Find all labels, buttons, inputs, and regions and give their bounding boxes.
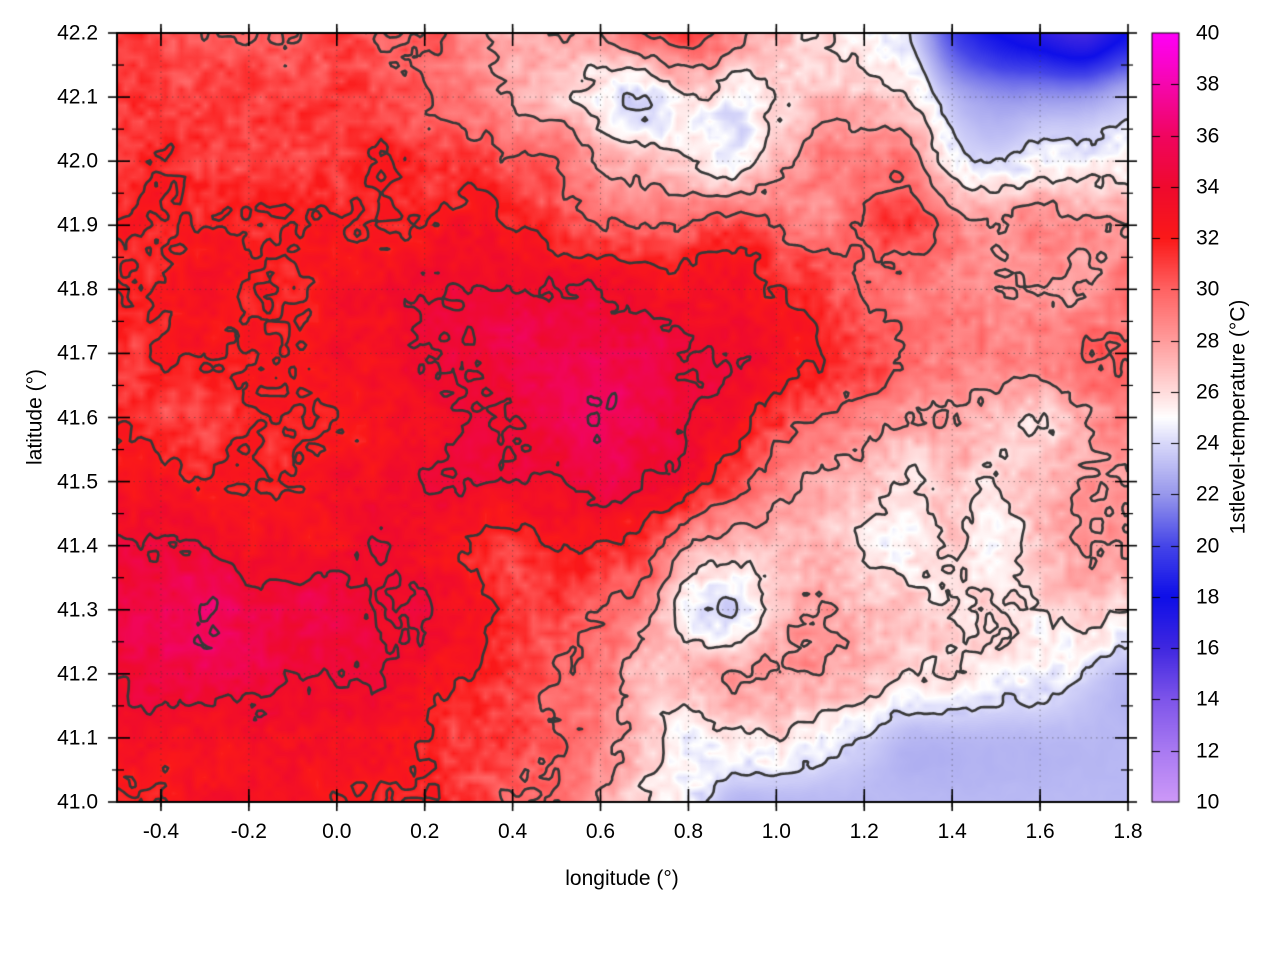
colorbar-tick-label: 36 (1196, 124, 1220, 148)
x-tick-label: 0.6 (585, 820, 616, 843)
colorbar-tick-label: 30 (1196, 277, 1220, 301)
colorbar-tick-label: 26 (1196, 380, 1220, 404)
y-tick-label: 41.0 (57, 790, 98, 814)
colorbar-tick-label: 34 (1196, 175, 1220, 199)
colorbar-tick-label: 16 (1196, 636, 1220, 660)
y-axis-title: latitude (°) (23, 369, 47, 465)
x-tick-label: 1.8 (1113, 820, 1143, 843)
colorbar-tick-label: 40 (1196, 21, 1220, 45)
x-tick-label: -0.2 (230, 820, 267, 843)
x-tick-label: 1.0 (761, 820, 791, 843)
y-tick-label: 42.0 (57, 149, 98, 173)
colorbar-tick-label: 18 (1196, 585, 1220, 609)
y-tick-label: 42.2 (57, 21, 98, 45)
colorbar-tick-label: 28 (1196, 329, 1220, 353)
x-axis-title: longitude (°) (565, 867, 679, 890)
x-tick-label: 0.8 (673, 820, 704, 843)
y-tick-label: 41.2 (57, 662, 98, 686)
y-tick-label: 41.6 (57, 406, 98, 429)
x-tick-label: 1.2 (849, 820, 879, 843)
colorbar-tick-label: 24 (1196, 431, 1220, 455)
y-tick-label: 41.7 (57, 341, 98, 365)
y-tick-label: 41.8 (57, 277, 98, 301)
y-tick-label: 41.4 (57, 534, 98, 558)
y-tick-label: 41.9 (57, 213, 98, 237)
colorbar-tick-label: 10 (1196, 790, 1220, 814)
x-tick-label: 0.4 (497, 820, 528, 843)
colorbar-tick-label: 12 (1196, 739, 1220, 763)
colorbar-tick-label: 22 (1196, 482, 1220, 506)
x-tick-label: 1.6 (1025, 820, 1055, 843)
colorbar-tick-label: 20 (1196, 534, 1220, 558)
x-tick-label: -0.4 (142, 820, 180, 843)
x-tick-label: 0.2 (410, 820, 440, 843)
y-tick-label: 41.5 (57, 470, 98, 494)
y-tick-label: 41.1 (57, 726, 98, 750)
colorbar-tick-label: 14 (1196, 687, 1220, 711)
y-tick-label: 41.3 (57, 598, 98, 622)
colorbar-tick-label: 32 (1196, 226, 1220, 250)
colorbar-title: 1stlevel-temperature (°C) (1226, 299, 1250, 535)
x-tick-label: 0.0 (322, 820, 352, 843)
x-tick-label: 1.4 (937, 820, 967, 843)
colorbar-tick-label: 38 (1196, 72, 1220, 96)
y-tick-label: 42.1 (57, 85, 98, 109)
